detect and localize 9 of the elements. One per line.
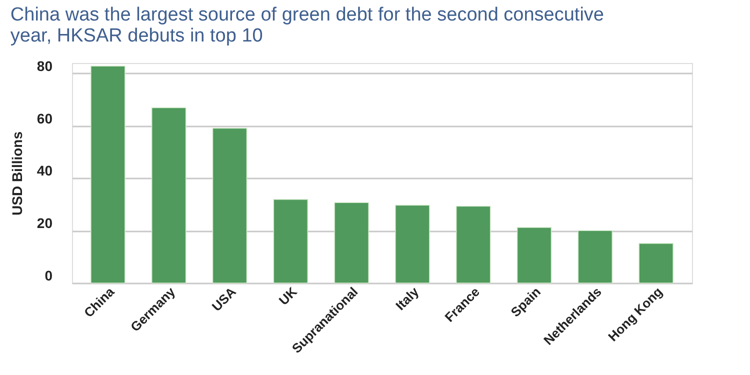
x-tick-label: USA [208,284,240,314]
y-axis-title: USD Billions [8,131,25,216]
y-tick-label: 40 [36,162,53,179]
y-tick-label: 0 [44,268,53,284]
text: year, HKSAR debuts in top 10 [10,25,263,46]
y-tick-label: 20 [36,215,53,232]
y-tick-label: 60 [36,110,53,126]
y-tick-label: 80 [36,58,53,74]
text: China was the largest source of green debt for the second consecutive [10,4,604,26]
